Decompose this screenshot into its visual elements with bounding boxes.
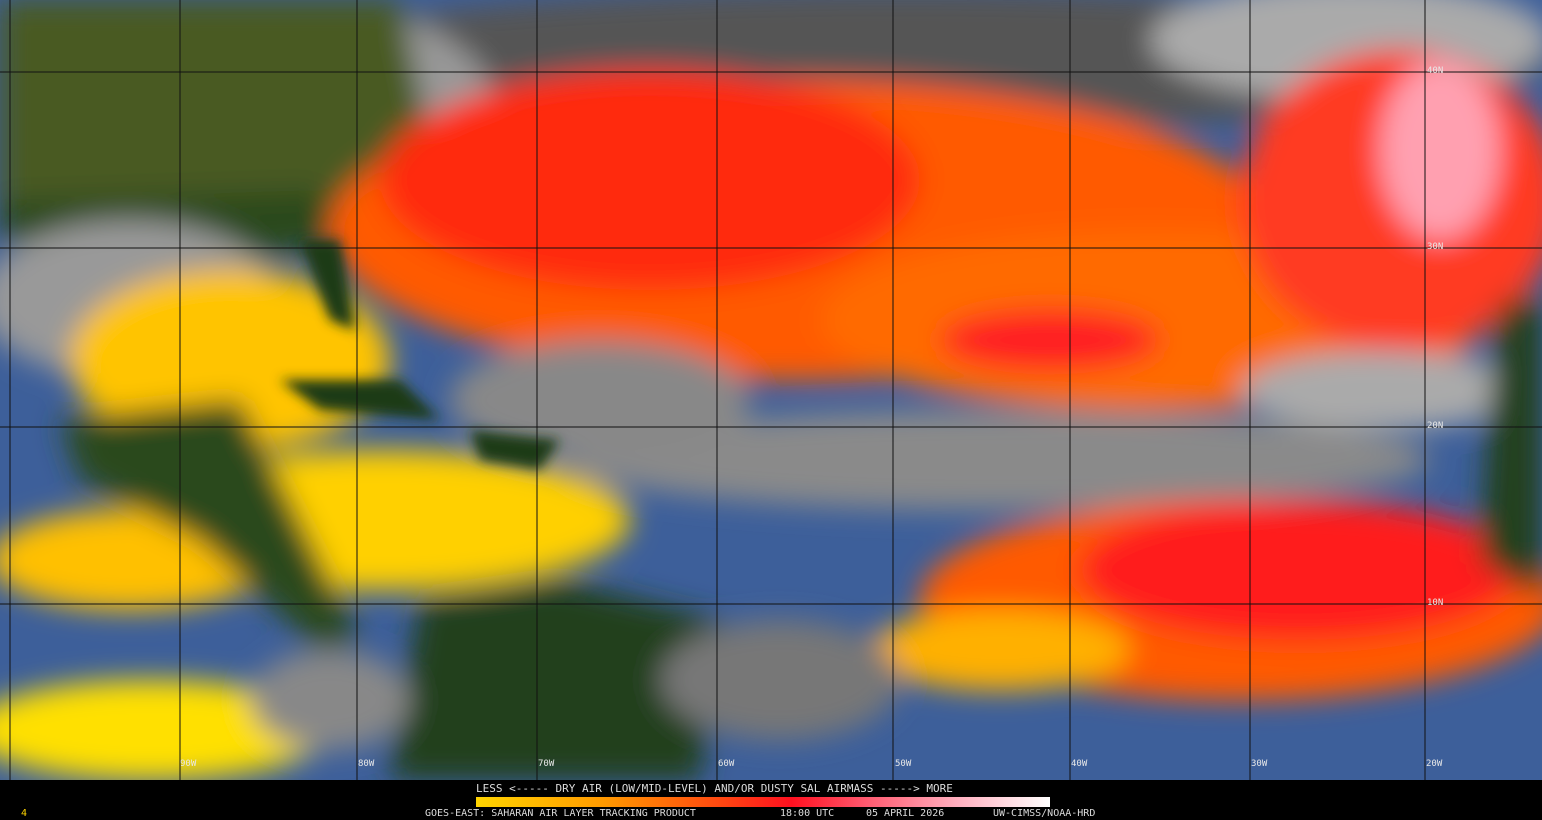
sal-imagery — [0, 0, 1542, 780]
lat-label: 20N — [1427, 421, 1444, 431]
lat-label: 30N — [1427, 242, 1444, 252]
lat-label: 10N — [1427, 598, 1444, 608]
lon-label: 20W — [1426, 759, 1443, 769]
graticule — [0, 0, 1542, 780]
lon-label: 30W — [1251, 759, 1268, 769]
lon-label: 60W — [718, 759, 735, 769]
lon-label: 90W — [180, 759, 197, 769]
color-scale — [476, 797, 1050, 807]
lat-label: 40N — [1427, 66, 1444, 76]
satellite-map: 40N 30N 20N 10N 90W 80W 70W 60W 50W 40W … — [0, 0, 1542, 780]
lon-label: 40W — [1071, 759, 1088, 769]
date-label: 05 APRIL 2026 — [866, 808, 945, 819]
lon-label: 70W — [538, 759, 555, 769]
credit-label: UW-CIMSS/NOAA-HRD — [993, 808, 1096, 819]
legend-scale-text: LESS <----- DRY AIR (LOW/MID-LEVEL) AND/… — [476, 782, 953, 795]
lon-label: 50W — [895, 759, 912, 769]
time-label: 18:00 UTC — [780, 808, 835, 819]
product-title: GOES-EAST: SAHARAN AIR LAYER TRACKING PR… — [425, 808, 696, 819]
corner-number: 4 — [21, 808, 28, 819]
lon-label: 80W — [358, 759, 375, 769]
